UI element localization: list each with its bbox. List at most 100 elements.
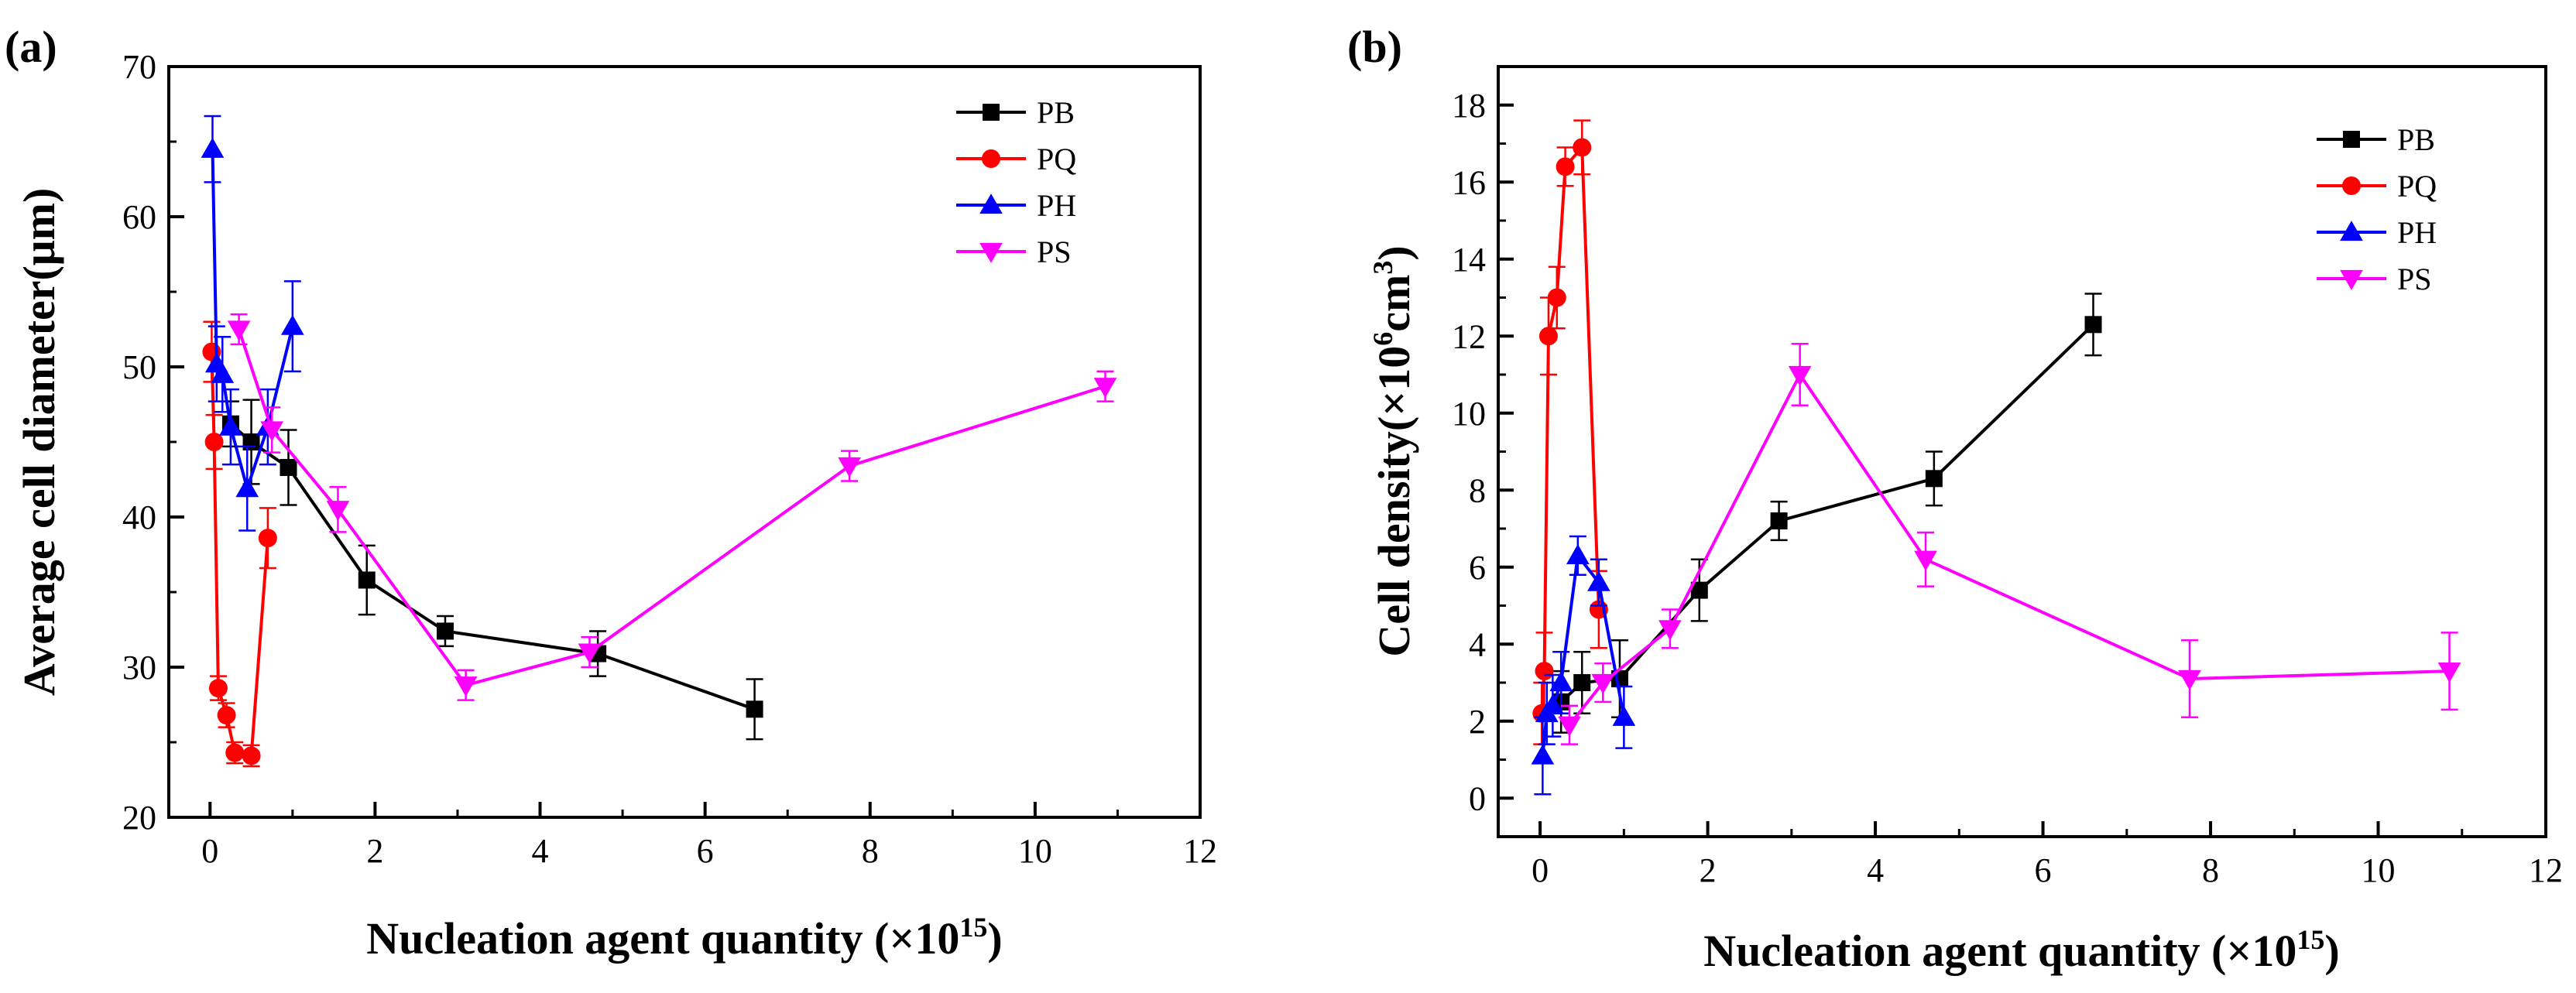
panel-a-series-pb-point xyxy=(358,571,376,589)
panel-b-label: (b) xyxy=(1347,22,1402,72)
panel-a-legend-marker-pb xyxy=(983,104,1000,121)
panel-b-x-tick-label: 4 xyxy=(1867,851,1884,889)
panel-a-series-ps-point xyxy=(838,457,861,478)
panel-b-x-tick-label: 12 xyxy=(2529,851,2563,889)
panel-b-y-tick-label: 18 xyxy=(1452,87,1486,125)
panel-b-series-pq-point xyxy=(1538,327,1558,346)
panel-a-series-pb-line xyxy=(229,423,756,711)
panel-a-series-ps xyxy=(227,313,1117,701)
panel-b-y-tick-label: 2 xyxy=(1469,703,1486,741)
panel-b-series-ps-point xyxy=(1914,550,1937,571)
panel-b-data-layer: 0 2 4 6 8 10 12 0 2 4 6 8 10 12 14 16 18 PB PQ PH PS xyxy=(1452,87,2563,889)
panel-b-legend-marker-ps xyxy=(2340,269,2363,290)
panel-a-x-axis-title-exponent: 15 xyxy=(959,912,987,943)
panel-b-series-ps-point xyxy=(2178,669,2201,690)
panel-b-series-ph-point xyxy=(1612,705,1636,726)
panel-b-y-tick-label: 16 xyxy=(1452,163,1486,201)
panel-a-x-tick-label: 0 xyxy=(201,832,218,870)
panel-a-y-axis-title: Average cell diameter(μm) xyxy=(14,188,64,697)
panel-a-legend-label-pb: PB xyxy=(1037,95,1075,130)
panel-b-series-ph-point xyxy=(1531,744,1555,765)
panel-b-series-pq-line xyxy=(1540,143,1600,714)
panel-b-series-ps-point xyxy=(1788,365,1812,386)
panel-a-y-tick-label: 20 xyxy=(122,799,156,837)
panel-a-series-ps-point xyxy=(578,643,602,664)
panel-a-series-ph-point xyxy=(211,362,235,383)
panel-a-series-ps-point xyxy=(260,421,284,442)
panel-a-x-axis-title: Nucleation agent quantity (×1015) xyxy=(366,912,1002,964)
panel-a-plot-frame xyxy=(167,65,1202,819)
panel-b-cell-density: (b) 0 2 4 6 8 10 12 0 2 4 6 8 10 12 14 16 18 PB PQ PH PS Cel… xyxy=(1347,22,2563,976)
panel-a-legend-marker-ps xyxy=(979,242,1003,263)
panel-a-y-tick-label: 40 xyxy=(122,498,156,536)
panel-b-legend-label-pq: PQ xyxy=(2397,169,2437,204)
panel-b-series-pb-point xyxy=(1770,512,1788,530)
panel-b-x-axis-title-exponent: 15 xyxy=(2296,924,2324,955)
panel-b-x-tick-label: 6 xyxy=(2035,851,2052,889)
panel-b-y-tick-label: 0 xyxy=(1469,779,1486,817)
panel-b-series-pb-point xyxy=(1690,581,1708,599)
panel-b-y-axis-title-close: ) xyxy=(1369,245,1419,260)
panel-b-x-axis-title-close: ) xyxy=(2324,926,2339,976)
panel-b-series-ph-point xyxy=(1566,543,1590,564)
panel-b-series-ps-point xyxy=(1591,673,1615,694)
panel-a-legend-label-ps: PS xyxy=(1037,235,1072,269)
panel-a-legend-label-ph: PH xyxy=(1037,188,1076,223)
panel-b-series-ph xyxy=(1531,535,1636,796)
panel-a-series-pq-point xyxy=(258,529,277,548)
panel-a-x-axis-title-main: Nucleation agent quantity (×10 xyxy=(366,913,959,964)
panel-a-legend-marker-pq xyxy=(982,149,1000,168)
panel-b-x-tick-label: 2 xyxy=(1700,851,1717,889)
panel-a-x-tick-label: 10 xyxy=(1018,832,1052,870)
panel-b-legend-marker-ph xyxy=(2340,221,2363,241)
panel-b-series-ph-line xyxy=(1541,551,1626,756)
panel-b-series-pb-line xyxy=(1559,323,2094,704)
panel-a-x-tick-label: 6 xyxy=(697,832,714,870)
panel-b-legend-label-pb: PB xyxy=(2397,122,2435,157)
panel-b-series-pq-point xyxy=(1573,138,1592,157)
panel-a-series-ph-point xyxy=(201,137,225,158)
panel-b-series-ph-point xyxy=(1541,694,1565,714)
panel-a-x-tick-label: 8 xyxy=(862,832,879,870)
panel-b-series-ps-point xyxy=(1558,716,1581,737)
panel-a-series-ps-line xyxy=(237,328,1106,687)
panel-b-legend-label-ph: PH xyxy=(2397,215,2437,250)
panel-b-x-tick-label: 0 xyxy=(1532,851,1549,889)
panel-b-y-tick-label: 6 xyxy=(1469,549,1486,587)
panel-b-x-axis-title-main: Nucleation agent quantity (×10 xyxy=(1703,926,2296,976)
panel-b-x-axis-title: Nucleation agent quantity (×1015) xyxy=(1703,924,2339,976)
panel-b-series-ps xyxy=(1558,342,2461,745)
panel-b-x-tick-label: 8 xyxy=(2202,851,2219,889)
panel-a-x-tick-label: 2 xyxy=(366,832,383,870)
panel-b-y-axis-title-unit: cm xyxy=(1369,275,1419,332)
panel-a-series-pq-point xyxy=(217,706,236,725)
panel-a-series-pb-point xyxy=(242,433,260,450)
panel-b-series-pb-point xyxy=(1573,674,1591,691)
panel-a-series-pb-point xyxy=(436,622,454,640)
panel-b-y-axis-title-main: Cell density(×10 xyxy=(1369,346,1419,657)
panel-b-legend-marker-pq xyxy=(2342,176,2361,195)
panel-a-series-ph-point xyxy=(235,477,259,498)
panel-b-y-axis-title: Cell density(×106cm3) xyxy=(1367,245,1419,656)
panel-a-series-ps-point xyxy=(326,501,350,522)
panel-b-series-ps-point xyxy=(1658,620,1682,641)
panel-a-y-tick-label: 50 xyxy=(122,348,156,386)
panel-a-series-pq-point xyxy=(242,746,261,765)
panel-a-data-layer: 0 2 4 6 8 10 12 20 30 40 50 60 70 PB PQ PH PS xyxy=(122,48,1217,870)
panel-a-x-tick-label: 12 xyxy=(1183,832,1217,870)
panel-a-series-ps-point xyxy=(227,320,251,341)
panel-b-y-tick-label: 10 xyxy=(1452,395,1486,433)
panel-a-series-pq-point xyxy=(204,433,224,451)
panel-b-series-pb-point xyxy=(1925,470,1943,488)
panel-a-series-ph-point xyxy=(219,415,242,436)
panel-b-series-pq-point xyxy=(1547,288,1566,307)
panel-a-series-pq xyxy=(202,320,277,768)
panel-a-series-pb-point xyxy=(746,700,763,718)
panel-b-series-ph-point xyxy=(1587,570,1610,591)
panel-b-legend-marker-pb xyxy=(2343,131,2360,148)
panel-a-legend-marker-ph xyxy=(979,193,1003,214)
panel-b-y-tick-label: 4 xyxy=(1469,625,1486,663)
panel-b-series-pq-point xyxy=(1556,157,1575,176)
panel-a-series-ps-point xyxy=(454,676,478,697)
